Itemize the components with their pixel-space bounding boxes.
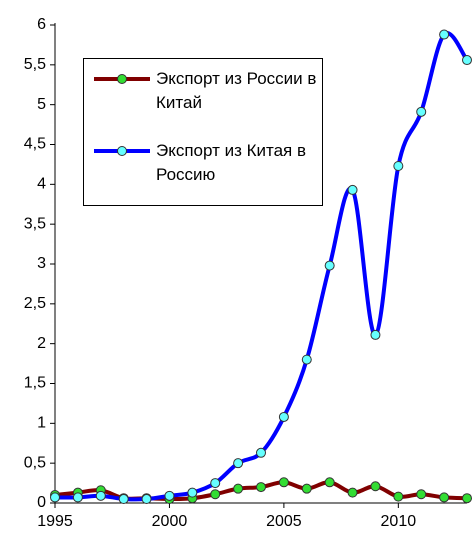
y-tick-label: 4,5	[24, 136, 46, 153]
data-point	[210, 478, 221, 489]
legend-entry: Экспорт из России в Китай	[92, 67, 321, 115]
x-tick-label: 2010	[381, 513, 417, 530]
data-point	[256, 482, 266, 493]
legend-marker	[117, 74, 127, 84]
legend-swatch	[94, 146, 150, 156]
data-point	[462, 55, 472, 66]
y-tick-label: 3,5	[24, 215, 46, 232]
data-point	[50, 492, 60, 503]
legend-label: Экспорт из России в Китай	[156, 69, 317, 112]
y-tick-label: 3	[37, 255, 46, 272]
data-point	[187, 487, 198, 498]
data-point	[462, 493, 472, 504]
y-tick-label: 2,5	[24, 295, 46, 312]
legend-label: Экспорт из Китая в Россию	[156, 141, 307, 184]
y-tick-label: 0,5	[24, 454, 46, 471]
data-point	[416, 489, 427, 500]
y-tick-label: 5	[37, 96, 46, 113]
data-point	[324, 260, 335, 271]
legend-swatch	[94, 74, 150, 84]
data-point	[233, 458, 244, 469]
x-tick-label: 2005	[266, 513, 302, 530]
data-point	[278, 411, 289, 422]
data-point	[393, 491, 404, 502]
data-point	[233, 483, 244, 494]
y-tick-label: 5,5	[24, 56, 46, 73]
data-point	[118, 494, 129, 505]
legend-marker	[117, 146, 127, 156]
data-point	[141, 494, 152, 505]
y-tick-label: 1	[37, 415, 46, 432]
legend-entry: Экспорт из Китая в Россию	[92, 139, 321, 187]
data-point	[324, 477, 335, 488]
data-point	[256, 447, 266, 458]
y-tick-label: 6	[37, 16, 46, 33]
y-tick-label: 1,5	[24, 375, 46, 392]
data-point	[347, 184, 358, 195]
data-point	[370, 481, 381, 492]
data-point	[210, 489, 221, 500]
y-tick-label: 2	[37, 335, 46, 352]
data-point	[370, 329, 381, 340]
data-point	[164, 490, 175, 501]
y-tick-label: 4	[37, 176, 46, 193]
data-point	[393, 161, 404, 172]
data-point	[72, 492, 83, 503]
data-point	[439, 29, 450, 40]
data-point	[416, 106, 427, 117]
data-point	[301, 483, 312, 494]
x-tick-label: 2000	[152, 513, 188, 530]
y-tick-label: 0	[37, 494, 46, 511]
x-tick-label: 1995	[37, 513, 73, 530]
data-point	[95, 490, 106, 501]
data-point	[347, 487, 358, 498]
data-point	[439, 492, 450, 503]
data-point	[301, 354, 312, 365]
data-point	[278, 477, 289, 488]
legend: Экспорт из России в Китай Экспорт из Кита…	[83, 58, 323, 206]
